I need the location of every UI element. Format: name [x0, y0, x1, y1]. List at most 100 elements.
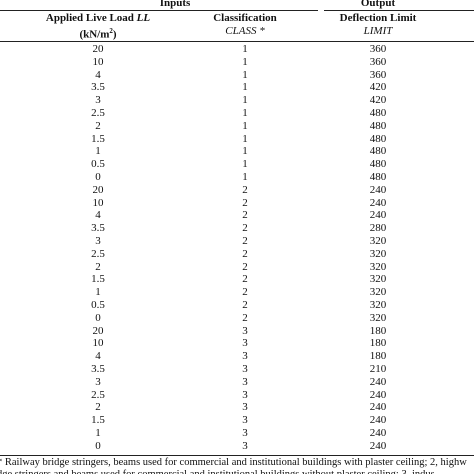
column-header: Classification: [213, 12, 277, 24]
cell: 2: [242, 183, 248, 196]
cell: 3: [95, 235, 101, 247]
cell: 320: [369, 286, 387, 299]
cell: 0.5: [91, 299, 105, 311]
cell: 240: [369, 196, 387, 209]
cell: 3.5: [91, 363, 105, 375]
cell: 3: [242, 401, 248, 414]
cell: 3: [242, 324, 248, 337]
cell: 10: [92, 196, 104, 209]
cell: 3: [242, 337, 248, 350]
cell: 2: [242, 196, 248, 209]
cell: 210: [369, 363, 387, 375]
cell: 0: [95, 439, 101, 452]
footnote-line: * Railway bridge stringers, beams used f…: [0, 456, 467, 468]
header-var: LIMIT: [363, 25, 393, 37]
cell: 280: [369, 222, 387, 235]
cell: 480: [369, 158, 387, 171]
cell: 240: [369, 414, 387, 427]
cell: 240: [369, 427, 387, 439]
cell: 180: [369, 324, 387, 337]
cell: 1: [242, 68, 248, 81]
cell: 2: [95, 401, 101, 414]
cell: 1: [242, 119, 248, 132]
cell: 480: [369, 145, 387, 158]
cell: 3: [242, 388, 248, 401]
footnote-line: dge stringers and beams used for commerc…: [0, 469, 435, 474]
rule: [0, 454, 474, 456]
cell: 3: [95, 94, 101, 107]
cell: 240: [369, 209, 387, 222]
cell: 3: [242, 414, 248, 427]
cell: 240: [369, 375, 387, 388]
cell: 1: [242, 55, 248, 68]
header-var: CLASS *: [225, 25, 265, 37]
cell: 360: [369, 55, 387, 68]
rule: [0, 10, 318, 11]
cell: 420: [369, 94, 387, 107]
cell: 4: [95, 350, 101, 363]
cell: 2.5: [91, 388, 105, 401]
cell: 1.5: [91, 414, 105, 427]
column-header: Applied Live Load LL: [46, 12, 150, 24]
cell: 2: [242, 299, 248, 311]
cell: 3: [242, 427, 248, 439]
cell: 320: [369, 311, 387, 324]
cell: 1: [242, 132, 248, 145]
cell: 0.5: [91, 158, 105, 171]
cell: 3: [95, 375, 101, 388]
cell: 10: [92, 337, 104, 350]
cell: 20: [92, 324, 104, 337]
header-text: Applied Live Load: [45, 12, 134, 24]
rule: [0, 41, 474, 42]
cell: 1: [242, 43, 248, 55]
cell: 3.5: [91, 81, 105, 94]
cell: 320: [369, 273, 387, 286]
cell: 4: [95, 68, 101, 81]
rule: [324, 10, 474, 11]
cell: 180: [369, 337, 387, 350]
column-var: CLASS *: [225, 25, 264, 37]
cell: 3: [242, 439, 248, 452]
cell: 20: [92, 183, 104, 196]
cell: 1: [242, 145, 248, 158]
cell: 0: [95, 311, 101, 324]
cell: 2: [242, 235, 248, 247]
group-label: Output: [360, 0, 396, 9]
cell: 1: [95, 286, 101, 299]
cell: 180: [369, 350, 387, 363]
cell: 360: [369, 68, 387, 81]
cell: 2.5: [91, 107, 105, 119]
unit: ): [112, 28, 117, 41]
unit: (kN/m: [79, 28, 110, 41]
cell: 320: [369, 299, 387, 311]
cell: 2.5: [91, 247, 105, 260]
cell: 2: [242, 260, 248, 273]
cell: 10: [92, 55, 104, 68]
unit-exp: 2: [109, 27, 113, 35]
cell: 240: [369, 401, 387, 414]
cell: 2: [242, 209, 248, 222]
column-var: LIMIT: [364, 25, 393, 37]
cell: 480: [369, 132, 387, 145]
header-var: LL: [136, 12, 151, 24]
cell: 240: [369, 388, 387, 401]
cell: 1: [95, 427, 101, 439]
cell: 2: [95, 260, 101, 273]
cell: 240: [369, 183, 387, 196]
cell: 1: [242, 107, 248, 119]
cell: 2: [242, 222, 248, 235]
column-header: Deflection Limit: [339, 12, 417, 24]
cell: 420: [369, 81, 387, 94]
cell: 1: [242, 94, 248, 107]
cell: 2: [242, 311, 248, 324]
cell: 3: [242, 375, 248, 388]
cell: 1: [242, 171, 248, 183]
cell: 480: [369, 119, 387, 132]
cell: 320: [369, 260, 387, 273]
cell: 1: [242, 81, 248, 94]
cell: 2: [242, 286, 248, 299]
cell: 320: [369, 247, 387, 260]
cell: 4: [95, 209, 101, 222]
cell: 1.5: [91, 132, 105, 145]
